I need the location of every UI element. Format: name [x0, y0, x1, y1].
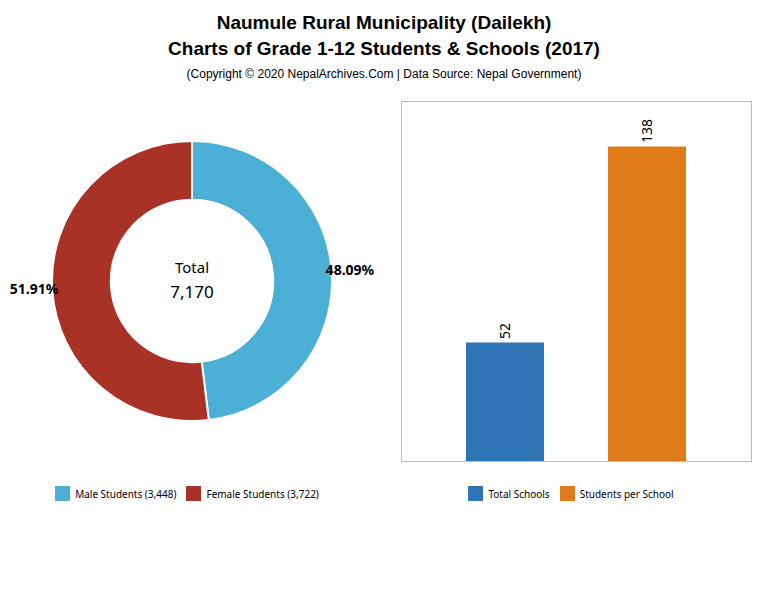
svg-text:52: 52 [495, 323, 514, 339]
html-text:Female Students (3,722): Female Students (3,722) [206, 486, 319, 501]
html-text:Naumule Rural Municipality (Da: Naumule Rural Municipality (Dailekh) Cha… [168, 12, 600, 59]
svg-text:51.91%: 51.91% [10, 280, 59, 299]
html-text:(Copyright © 2020 NepalArchive: (Copyright © 2020 NepalArchives.Com | Da… [186, 67, 582, 82]
svg-text:Total: Total [175, 257, 209, 277]
svg-text:7,170: 7,170 [170, 280, 213, 303]
html-text:Male Students (3,448): Male Students (3,448) [75, 486, 177, 501]
html-text:Students per School: Students per School [579, 486, 674, 501]
svg-text:138: 138 [637, 119, 656, 143]
svg-text:48.09%: 48.09% [326, 261, 375, 280]
html-text:Total Schools: Total Schools [488, 486, 550, 501]
